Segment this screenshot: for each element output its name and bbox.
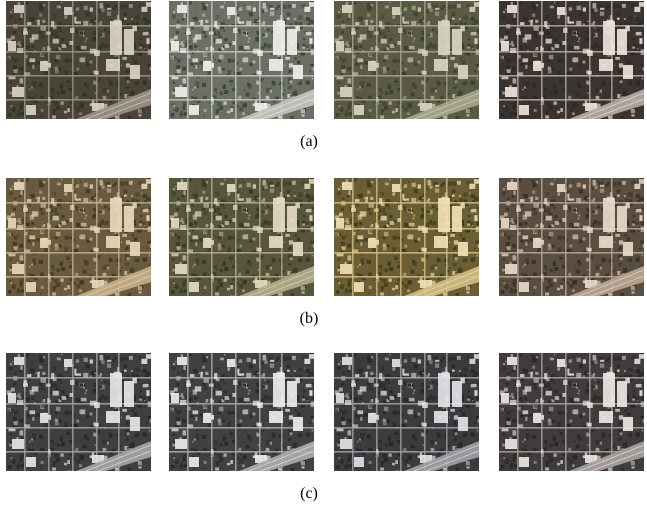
- satellite-image-c3: [334, 353, 479, 471]
- satellite-image-b2: [169, 178, 314, 296]
- satellite-image-b1: [6, 178, 151, 296]
- satellite-image-graphic: [169, 1, 314, 119]
- satellite-image-graphic: [334, 1, 479, 119]
- satellite-image-c4: [499, 353, 644, 471]
- satellite-image-graphic: [6, 1, 151, 119]
- satellite-image-a2: [169, 1, 314, 119]
- satellite-image-graphic: [6, 353, 151, 471]
- satellite-image-b4: [499, 178, 644, 296]
- satellite-image-graphic: [499, 353, 644, 471]
- satellite-image-graphic: [6, 178, 151, 296]
- satellite-image-a3: [334, 1, 479, 119]
- satellite-image-a4: [499, 1, 644, 119]
- satellite-image-graphic: [334, 353, 479, 471]
- satellite-image-graphic: [334, 178, 479, 296]
- satellite-image-graphic: [169, 178, 314, 296]
- satellite-image-b3: [334, 178, 479, 296]
- row-b: [6, 178, 647, 296]
- caption-a: (a): [300, 133, 318, 150]
- row-c: [6, 353, 647, 471]
- caption-c: (c): [300, 485, 318, 502]
- satellite-image-graphic: [499, 178, 644, 296]
- row-a: [6, 1, 647, 119]
- satellite-image-c2: [169, 353, 314, 471]
- satellite-image-a1: [6, 1, 151, 119]
- satellite-image-graphic: [499, 1, 644, 119]
- caption-b: (b): [299, 310, 319, 327]
- satellite-image-c1: [6, 353, 151, 471]
- satellite-image-graphic: [169, 353, 314, 471]
